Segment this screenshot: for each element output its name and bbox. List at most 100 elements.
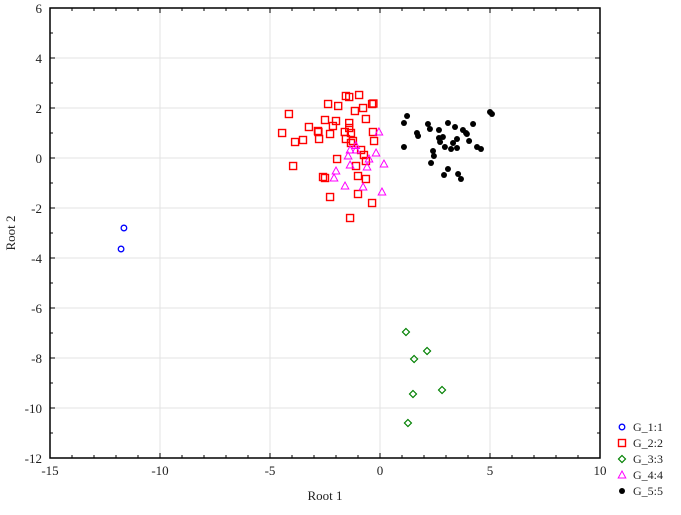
- data-point: [304, 122, 314, 132]
- data-point: [359, 150, 369, 160]
- y-tick-label: 6: [36, 1, 43, 16]
- data-point: [320, 115, 330, 125]
- data-point: [377, 186, 387, 196]
- data-point: [437, 139, 444, 145]
- data-point: [350, 106, 360, 116]
- legend-marker-icon: [617, 469, 627, 479]
- data-point: [353, 189, 363, 199]
- data-point: [401, 327, 411, 337]
- data-point: [455, 171, 462, 177]
- data-point: [345, 213, 355, 223]
- data-point: [408, 389, 418, 399]
- data-point: [358, 181, 368, 191]
- series-g-1-1: [117, 224, 128, 253]
- data-point: [325, 192, 335, 202]
- data-point: [424, 121, 431, 127]
- data-point: [284, 109, 294, 119]
- data-point: [325, 129, 335, 139]
- series-g-2-2: [277, 90, 379, 223]
- data-point: [343, 150, 353, 160]
- data-point: [400, 120, 407, 126]
- x-tick-label: 10: [594, 463, 607, 478]
- data-point: [323, 99, 333, 109]
- data-point: [466, 138, 473, 144]
- data-point: [428, 160, 435, 166]
- data-point: [351, 140, 361, 149]
- data-point: [354, 90, 364, 100]
- data-point: [318, 172, 328, 182]
- data-point: [329, 172, 339, 182]
- grid: [50, 8, 600, 458]
- data-point: [441, 144, 448, 150]
- data-point: [457, 176, 464, 182]
- legend-marker-icon: [617, 454, 627, 464]
- data-point: [345, 92, 354, 102]
- data-point: [369, 99, 378, 108]
- data-point: [353, 171, 363, 181]
- data-point: [358, 103, 368, 113]
- data-point: [345, 118, 354, 128]
- data-point: [346, 128, 356, 138]
- legend-label: G_2:2: [633, 436, 663, 450]
- x-tick-label: 5: [487, 463, 494, 478]
- x-tick-label: -10: [151, 463, 168, 478]
- data-point: [430, 148, 437, 154]
- data-point: [371, 147, 381, 157]
- data-point: [361, 114, 371, 124]
- data-point: [403, 418, 413, 428]
- data-point: [437, 385, 447, 395]
- data-point: [290, 137, 300, 147]
- data-point: [463, 131, 470, 137]
- data-point: [450, 140, 457, 146]
- legend-item: G_4:4: [617, 468, 663, 482]
- legend-marker-icon: [617, 438, 627, 448]
- data-point: [364, 153, 374, 163]
- legend-item: G_1:1: [618, 420, 663, 434]
- data-point: [314, 134, 324, 144]
- data-point: [331, 165, 341, 175]
- legend-label: G_5:5: [633, 484, 663, 498]
- x-tick-label: -15: [41, 463, 58, 478]
- x-tick-label: 0: [377, 463, 384, 478]
- y-tick-label: 0: [36, 151, 43, 166]
- data-point: [345, 144, 355, 154]
- legend-label: G_4:4: [633, 468, 663, 482]
- data-point: [454, 145, 460, 151]
- data-point: [362, 161, 372, 171]
- axes: -15 -10 -5 0 5 10 -12 -10 -8 -6 -4 -2 0 2 4 6: [25, 1, 607, 478]
- data-point: [409, 354, 419, 364]
- data-point: [435, 127, 442, 133]
- data-point: [351, 144, 361, 154]
- legend: G_1:1 G_2:2 G_3:3 G_4:4 G_5:5: [617, 420, 663, 498]
- y-tick-label: -10: [25, 401, 42, 416]
- series-g-3-3: [401, 327, 447, 428]
- data-point: [379, 158, 389, 168]
- data-point: [430, 153, 437, 159]
- series-g-5-5: [400, 109, 495, 182]
- legend-marker-icon: [619, 488, 625, 494]
- data-point: [334, 101, 343, 111]
- data-point: [404, 113, 411, 119]
- legend-marker-icon: [618, 423, 626, 431]
- data-point: [444, 120, 451, 126]
- data-point: [320, 173, 330, 183]
- data-point: [332, 154, 342, 164]
- data-point: [488, 111, 495, 117]
- plot-frame: [49, 7, 601, 459]
- legend-item: G_3:3: [617, 452, 663, 466]
- data-point: [454, 136, 460, 142]
- data-point: [277, 128, 287, 138]
- data-point: [367, 198, 377, 208]
- data-point: [298, 135, 308, 145]
- data-point: [441, 172, 448, 178]
- data-point: [374, 126, 384, 136]
- data-point: [369, 136, 379, 146]
- x-axis-label: Root 1: [307, 488, 342, 503]
- data-points: [117, 90, 495, 428]
- y-tick-label: 4: [36, 51, 43, 66]
- data-point: [426, 126, 433, 132]
- y-tick-label: -2: [31, 201, 42, 216]
- data-point: [439, 134, 446, 140]
- series-g-4-4: [329, 126, 389, 196]
